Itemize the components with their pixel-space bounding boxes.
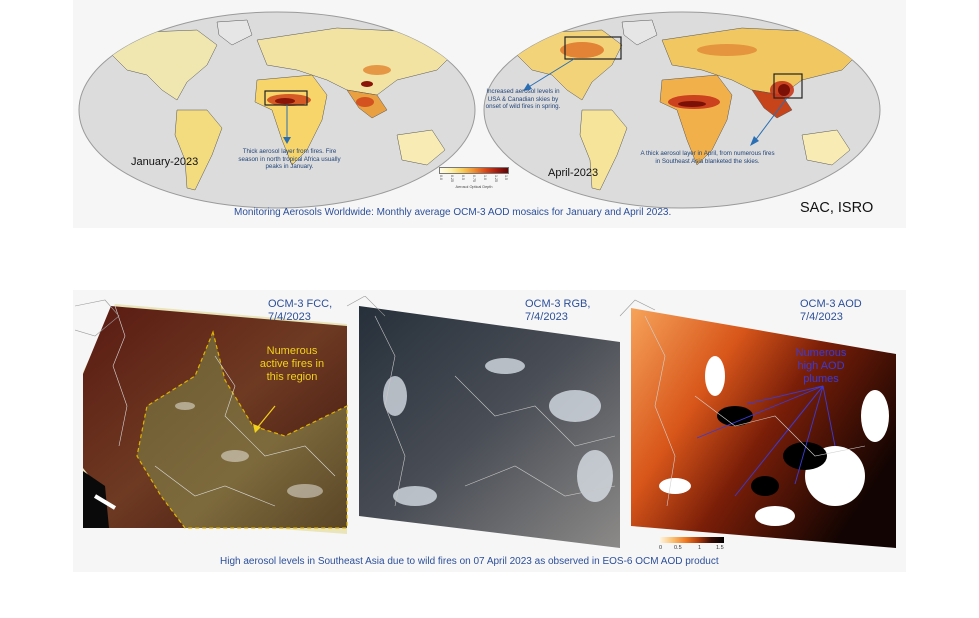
satellite-image-strip [75,296,896,548]
colorbar-tick: 0.5 [461,175,465,180]
colorbar-tick: 0.75 [472,175,476,182]
scalebar-tick: 0.5 [674,545,682,551]
rgb-image-title: OCM-3 RGB, 7/4/2023 [525,298,590,324]
plume-annot-line: plumes [803,373,839,385]
aod-colorbar-ticks: 0.0 0.25 0.5 0.75 1.0 1.25 1.5 [439,175,509,183]
colorbar-tick: 0.0 [439,175,443,180]
fcc-date-line: 7/4/2023 [268,311,311,323]
africa-fire-annotation: Thick aerosol layer from fires. Fire sea… [238,148,341,171]
fcc-title-line: OCM-3 FCC, [268,298,333,310]
aod-colorbar [439,167,509,174]
active-fires-annotation: Numerous active fires in this region [252,345,332,384]
april-map-label: April-2023 [548,167,599,179]
plume-annot-line: high AOD [797,360,845,372]
january-aod-map [78,11,476,209]
fire-annot-line: Numerous [266,345,318,357]
april-aod-map [483,11,881,209]
aod-image-title: OCM-3 AOD 7/4/2023 [800,298,862,324]
usa-canada-annotation: Increased aerosol levels in USA & Canadi… [485,88,561,111]
plume-annot-line: Numerous [795,347,847,359]
fire-annot-line: active fires in [259,358,325,370]
top-figure-caption: Monitoring Aerosols Worldwide: Monthly a… [234,207,672,218]
colorbar-title: Aerosol Optical Depth [455,185,493,189]
aod-date-line: 7/4/2023 [800,311,843,323]
aod-plumes-annotation: Numerous high AOD plumes [786,347,856,386]
scalebar-tick: 1 [698,545,702,551]
rgb-title-line: OCM-3 RGB, [525,298,591,310]
colorbar-tick: 1.5 [504,175,508,180]
aod-scalebar [660,537,724,543]
colorbar-tick: 1.0 [483,175,487,180]
january-map-label: January-2023 [131,156,199,168]
aod-title-line: OCM-3 AOD [800,298,862,310]
credit-label: SAC, ISRO [800,200,874,216]
bottom-figure-caption: High aerosol levels in Southeast Asia du… [220,556,719,567]
scalebar-tick: 0 [659,545,663,551]
fcc-image-title: OCM-3 FCC, 7/4/2023 [268,298,332,324]
colorbar-tick: 1.25 [494,175,498,182]
scalebar-tick: 1.5 [716,545,724,551]
fire-annot-line: this region [266,371,318,383]
colorbar-tick: 0.25 [450,175,454,182]
rgb-date-line: 7/4/2023 [525,311,568,323]
southeast-asia-annotation: A thick aerosol layer in April, from num… [640,150,775,165]
